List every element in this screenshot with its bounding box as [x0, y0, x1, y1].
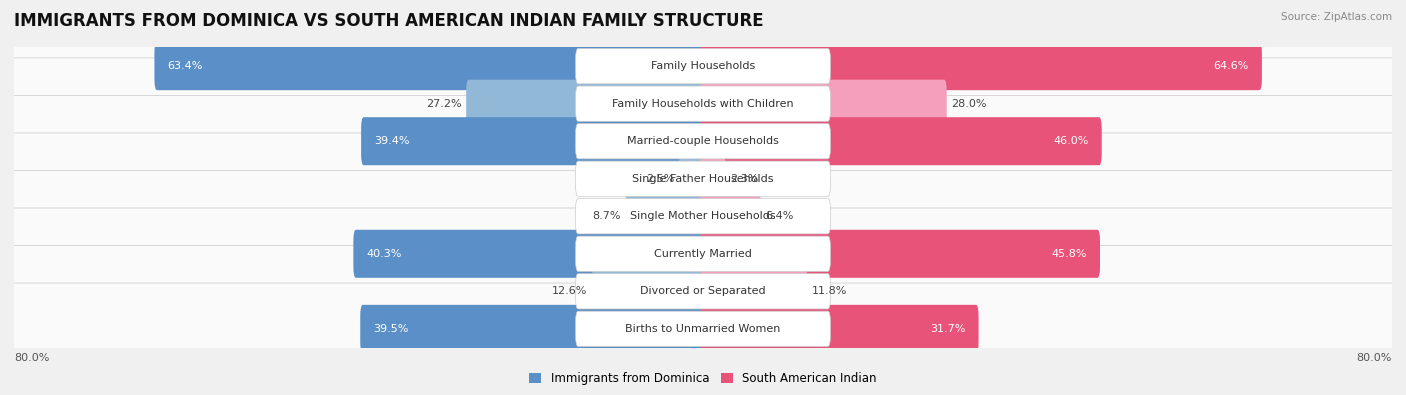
Text: IMMIGRANTS FROM DOMINICA VS SOUTH AMERICAN INDIAN FAMILY STRUCTURE: IMMIGRANTS FROM DOMINICA VS SOUTH AMERIC… [14, 12, 763, 30]
FancyBboxPatch shape [679, 155, 706, 203]
FancyBboxPatch shape [575, 236, 831, 271]
Text: Family Households: Family Households [651, 61, 755, 71]
Text: Currently Married: Currently Married [654, 249, 752, 259]
FancyBboxPatch shape [575, 86, 831, 121]
Text: Source: ZipAtlas.com: Source: ZipAtlas.com [1281, 12, 1392, 22]
FancyBboxPatch shape [626, 192, 706, 240]
Text: Family Households with Children: Family Households with Children [612, 99, 794, 109]
FancyBboxPatch shape [700, 305, 979, 353]
FancyBboxPatch shape [700, 192, 761, 240]
FancyBboxPatch shape [575, 49, 831, 84]
FancyBboxPatch shape [467, 80, 706, 128]
Text: 2.3%: 2.3% [730, 174, 758, 184]
FancyBboxPatch shape [0, 21, 1406, 112]
FancyBboxPatch shape [700, 155, 725, 203]
FancyBboxPatch shape [0, 171, 1406, 262]
Text: 27.2%: 27.2% [426, 99, 461, 109]
Text: 2.5%: 2.5% [647, 174, 675, 184]
FancyBboxPatch shape [575, 124, 831, 159]
FancyBboxPatch shape [0, 133, 1406, 224]
FancyBboxPatch shape [353, 230, 706, 278]
FancyBboxPatch shape [700, 267, 807, 315]
FancyBboxPatch shape [361, 117, 706, 165]
FancyBboxPatch shape [700, 117, 1102, 165]
FancyBboxPatch shape [575, 199, 831, 234]
FancyBboxPatch shape [0, 96, 1406, 187]
Text: 6.4%: 6.4% [765, 211, 793, 221]
Text: 45.8%: 45.8% [1052, 249, 1087, 259]
Text: Divorced or Separated: Divorced or Separated [640, 286, 766, 296]
Text: 64.6%: 64.6% [1213, 61, 1249, 71]
FancyBboxPatch shape [0, 208, 1406, 299]
FancyBboxPatch shape [575, 311, 831, 346]
FancyBboxPatch shape [700, 42, 1263, 90]
FancyBboxPatch shape [700, 80, 946, 128]
FancyBboxPatch shape [0, 283, 1406, 374]
Text: 40.3%: 40.3% [367, 249, 402, 259]
FancyBboxPatch shape [0, 246, 1406, 337]
FancyBboxPatch shape [0, 58, 1406, 149]
Text: Single Mother Households: Single Mother Households [630, 211, 776, 221]
FancyBboxPatch shape [575, 274, 831, 309]
Legend: Immigrants from Dominica, South American Indian: Immigrants from Dominica, South American… [524, 367, 882, 390]
Text: 46.0%: 46.0% [1053, 136, 1088, 146]
Text: 11.8%: 11.8% [811, 286, 846, 296]
Text: 80.0%: 80.0% [1357, 353, 1392, 363]
FancyBboxPatch shape [155, 42, 706, 90]
Text: 31.7%: 31.7% [931, 324, 966, 334]
Text: Single Father Households: Single Father Households [633, 174, 773, 184]
Text: 8.7%: 8.7% [593, 211, 621, 221]
FancyBboxPatch shape [360, 305, 706, 353]
Text: Married-couple Households: Married-couple Households [627, 136, 779, 146]
FancyBboxPatch shape [700, 230, 1099, 278]
Text: 39.4%: 39.4% [374, 136, 409, 146]
FancyBboxPatch shape [592, 267, 706, 315]
Text: 39.5%: 39.5% [373, 324, 409, 334]
Text: Births to Unmarried Women: Births to Unmarried Women [626, 324, 780, 334]
Text: 80.0%: 80.0% [14, 353, 49, 363]
FancyBboxPatch shape [575, 161, 831, 196]
Text: 12.6%: 12.6% [553, 286, 588, 296]
Text: 28.0%: 28.0% [950, 99, 987, 109]
Text: 63.4%: 63.4% [167, 61, 202, 71]
